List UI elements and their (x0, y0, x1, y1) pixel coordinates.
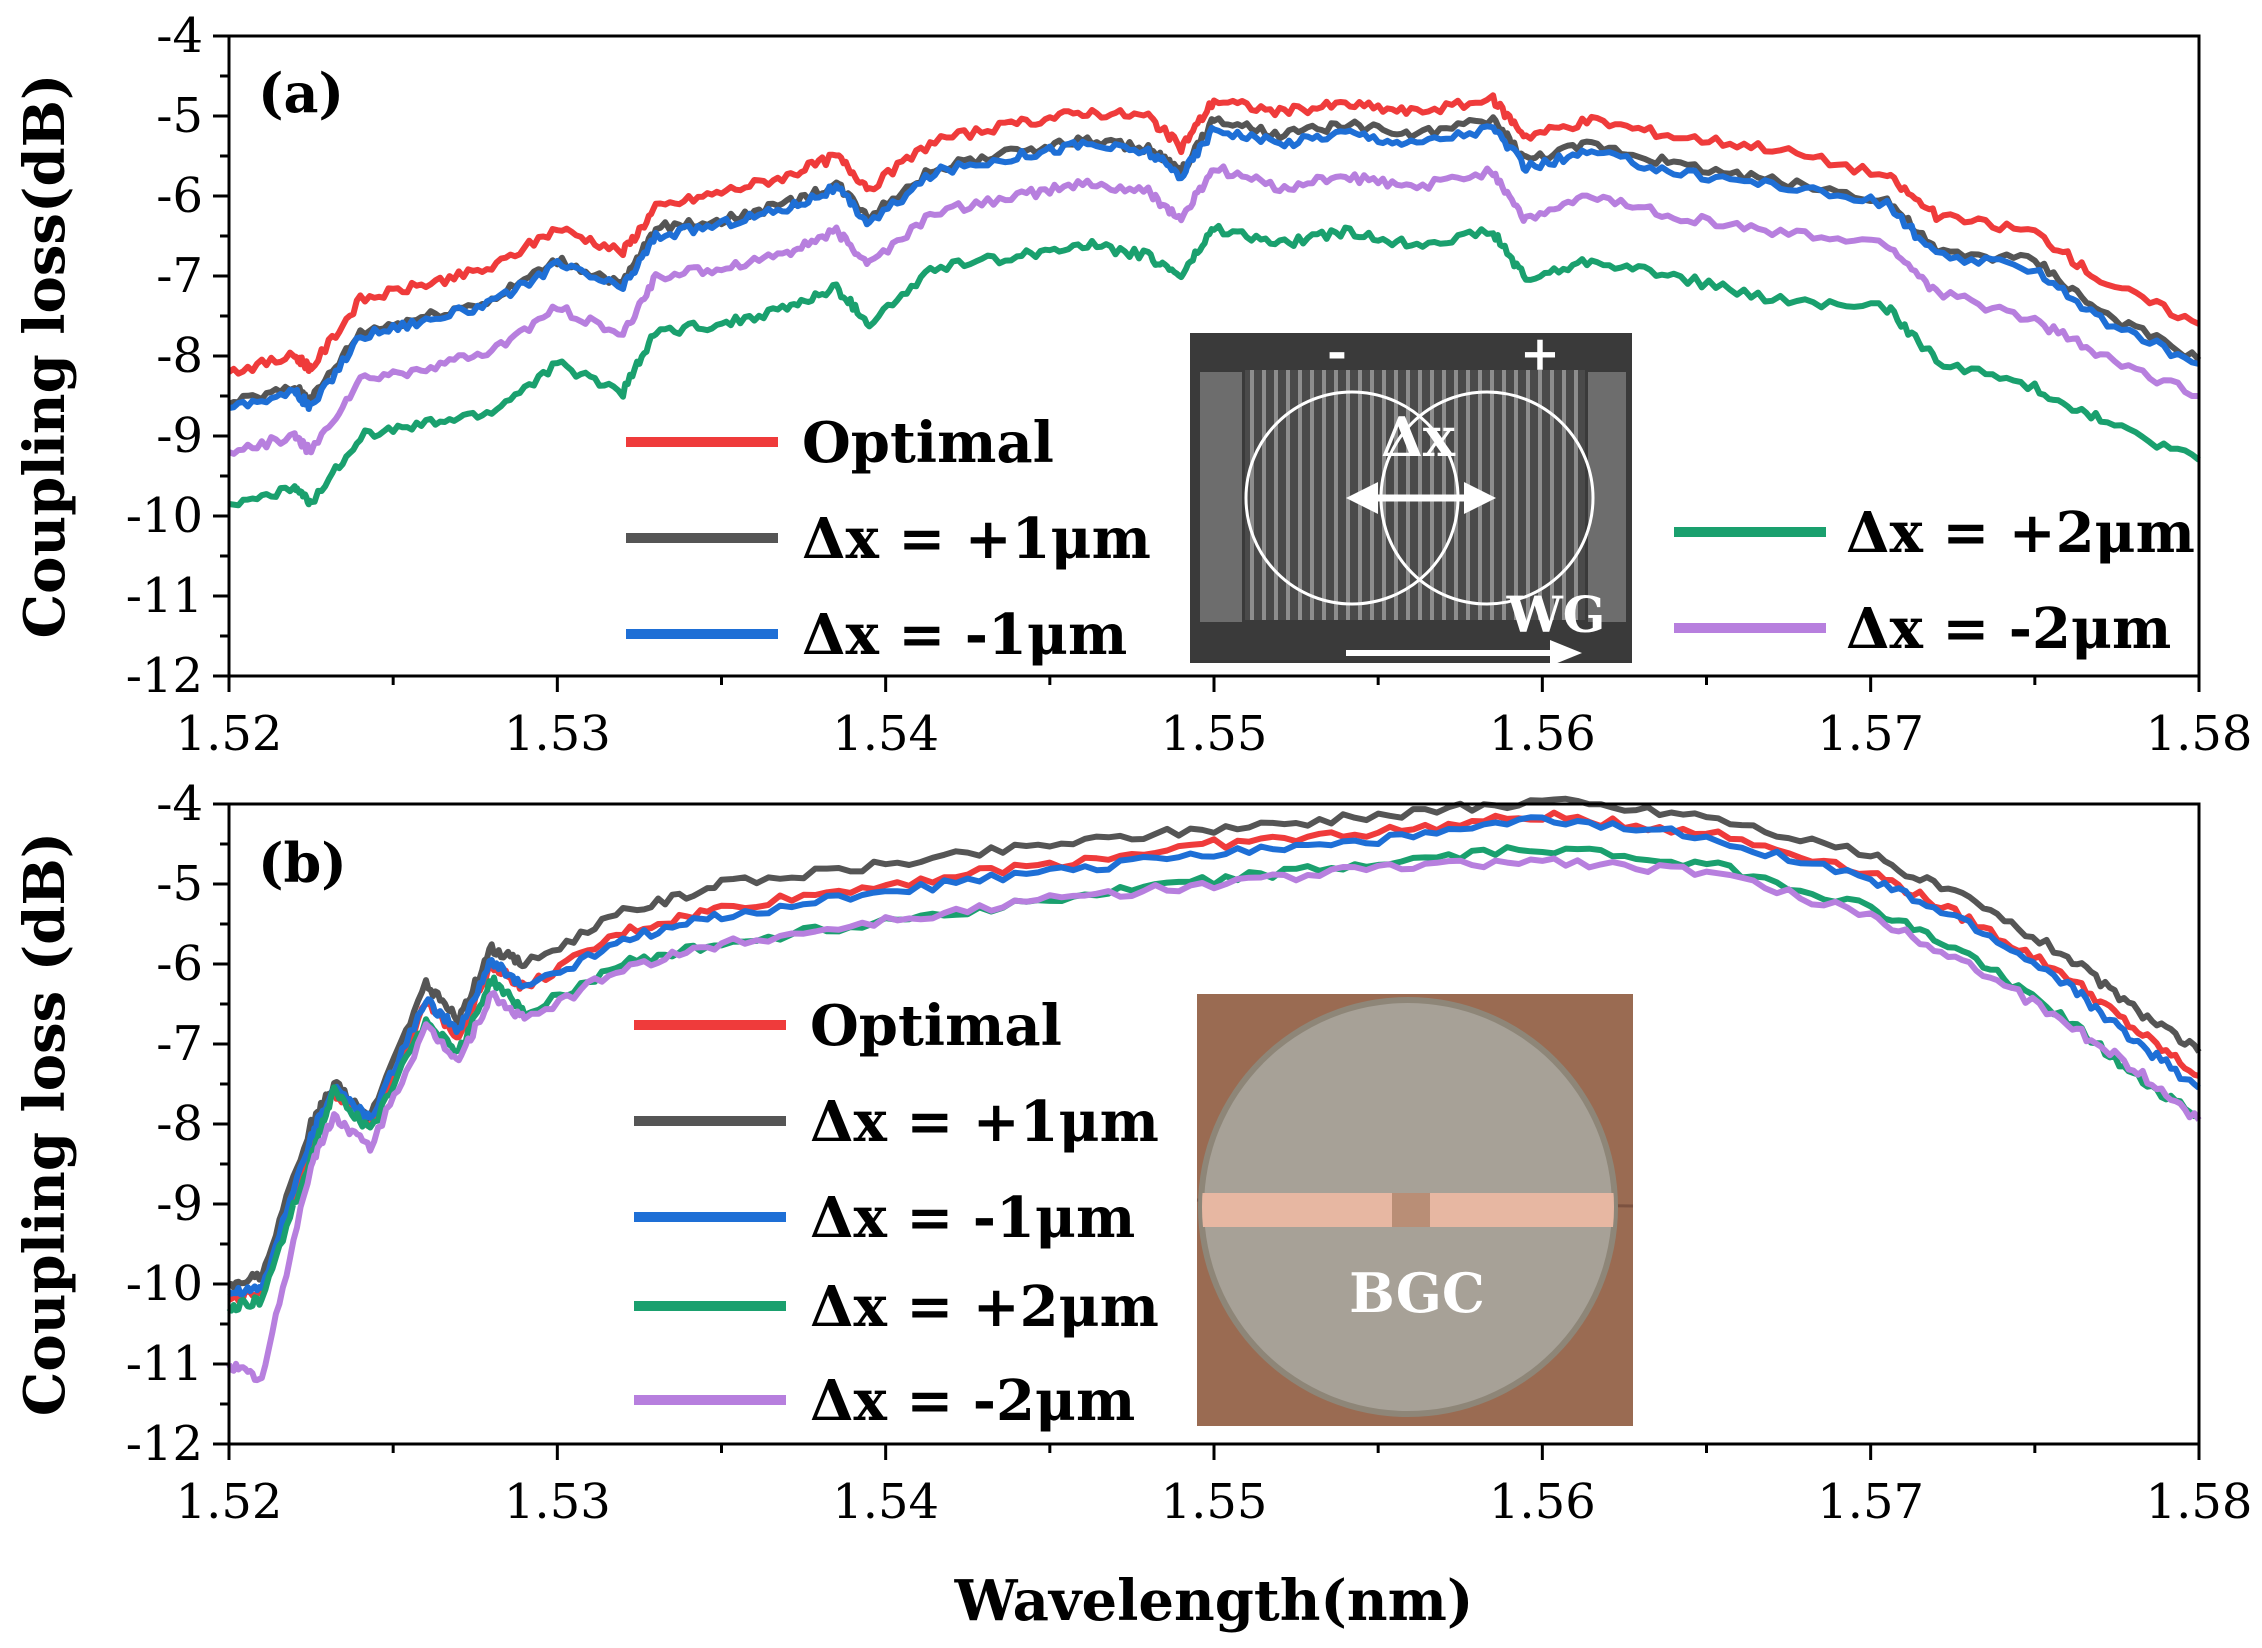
panel-a-series-line-2 (228, 123, 2200, 412)
panel-b-y-ticks: -12 -11 -10 -9 -8 -7 -6 -5 -4 (126, 776, 229, 1472)
panel-a-series-line-4 (227, 163, 2199, 457)
panel-a-y-axis-title: Coupling loss(dB) (12, 74, 78, 639)
bgc-label: BGC (1349, 1261, 1485, 1325)
panel-b-series-lines (226, 795, 2202, 1384)
legend-b-item-plus2: Δx = +2μm (634, 1274, 1159, 1340)
panel-a-x-tick-label: 1.57 (1817, 706, 1924, 762)
panel-b-x-tick-label: 1.57 (1817, 1474, 1924, 1530)
legend-b-label-plus1: Δx = +1μm (810, 1089, 1159, 1155)
panel-a-x-tick-label: 1.56 (1489, 706, 1596, 762)
panel-b-x-tick-label: 1.58 (2146, 1474, 2253, 1530)
panel-a-y-tick-label: -7 (156, 248, 203, 304)
bgc-grating-center (1392, 1193, 1430, 1227)
panel-a-series-line-0 (227, 92, 2201, 377)
panel-b-y-tick-label: -12 (126, 1416, 203, 1472)
panel-a-x-tick-label: 1.58 (2146, 706, 2253, 762)
panel-a-y-ticks: -12 -11 -10 -9 -8 -7 -6 -5 -4 (126, 8, 229, 704)
panel-a-y-tick-label: -11 (126, 568, 203, 624)
sem-left-pad (1200, 372, 1242, 622)
legend-b-item-minus1: Δx = -1μm (634, 1185, 1135, 1251)
sem-wg-label: WG (1506, 585, 1606, 644)
legend-item-minus1: Δx = -1μm (626, 602, 1127, 668)
legend-b-item-minus2: Δx = -2μm (634, 1368, 1135, 1434)
panel-b-y-tick-label: -6 (156, 936, 203, 992)
sem-minus-label: - (1327, 324, 1347, 380)
legend-item-optimal: Optimal (626, 410, 1054, 476)
panel-a-x-ticks: 1.52 1.53 1.54 1.55 1.56 1.57 1.58 (176, 676, 2253, 762)
panel-b-y-tick-label: -4 (156, 776, 203, 832)
legend-b-item-optimal: Optimal (634, 993, 1062, 1059)
panel-b-y-tick-label: -10 (126, 1256, 203, 1312)
panel-b-y-tick-label: -8 (156, 1096, 203, 1152)
panel-a-y-tick-label: -8 (156, 328, 203, 384)
panel-b-y-tick-label: -11 (126, 1336, 203, 1392)
legend-b-label-plus2: Δx = +2μm (810, 1274, 1159, 1340)
panel-a-y-tick-label: -5 (156, 88, 203, 144)
legend-item-minus2: Δx = -2μm (1674, 596, 2171, 662)
panel-a-legend: Optimal Δx = +1μm Δx = -1μm Δx = +2μm Δx… (626, 410, 2195, 668)
panel-b-legend: Optimal Δx = +1μm Δx = -1μm Δx = +2μm Δx… (634, 993, 1159, 1434)
panel-a: 1.52 1.53 1.54 1.55 1.56 1.57 1.58 -12 -11 -10 -9… (12, 8, 2252, 762)
legend-item-plus2: Δx = +2μm (1674, 500, 2195, 566)
panel-a-sem-inset: - + Δx WG (1190, 324, 1632, 663)
legend-label-plus2: Δx = +2μm (1846, 500, 2195, 566)
sem-wg-arrow-head (1550, 640, 1582, 663)
panel-b-y-tick-label: -9 (156, 1176, 203, 1232)
panel-a-y-tick-label: -6 (156, 168, 203, 224)
legend-label-minus1: Δx = -1μm (802, 602, 1127, 668)
panel-b-x-ticks: 1.52 1.53 1.54 1.55 1.56 1.57 1.58 (176, 1444, 2253, 1530)
panel-b-series-line-2 (227, 814, 2201, 1298)
panel-a-y-tick-label: -4 (156, 8, 203, 64)
panel-a-y-tick-label: -9 (156, 408, 203, 464)
sem-dx-arrow-left-head (1346, 482, 1378, 514)
panel-b-y-tick-label: -7 (156, 1016, 203, 1072)
sem-dx-arrow-right-head (1464, 482, 1496, 514)
legend-label-plus1: Δx = +1μm (802, 506, 1151, 572)
panel-a-x-tick-label: 1.54 (832, 706, 939, 762)
panel-a-series-line-3 (228, 222, 2201, 509)
panel-b-y-axis-title: Coupling loss (dB) (12, 832, 78, 1416)
legend-b-label-optimal: Optimal (810, 993, 1062, 1059)
panel-a-x-tick-label: 1.52 (176, 706, 283, 762)
panel-a-y-tick-label: -10 (126, 488, 203, 544)
legend-b-item-plus1: Δx = +1μm (634, 1089, 1159, 1155)
panel-b: 1.52 1.53 1.54 1.55 1.56 1.57 1.58 -12 -11 -10 -9… (12, 776, 2252, 1634)
panel-b-y-tick-label: -5 (156, 856, 203, 912)
panel-b-x-tick-label: 1.56 (1489, 1474, 1596, 1530)
panel-a-x-tick-label: 1.55 (1161, 706, 1268, 762)
panel-a-x-tick-label: 1.53 (504, 706, 611, 762)
legend-b-label-minus2: Δx = -2μm (810, 1368, 1135, 1434)
sem-plus-label: + (1520, 326, 1560, 382)
panel-a-y-tick-label: -12 (126, 648, 203, 704)
panel-b-series-line-4 (226, 855, 2202, 1384)
x-axis-title: Wavelength(nm) (954, 1568, 1474, 1634)
panel-b-bgc-inset: BGC (1196, 994, 1634, 1426)
legend-item-plus1: Δx = +1μm (626, 506, 1151, 572)
legend-label-minus2: Δx = -2μm (1846, 596, 2171, 662)
panel-b-x-tick-label: 1.52 (176, 1474, 283, 1530)
panel-a-series-lines (227, 92, 2202, 509)
legend-b-label-minus1: Δx = -1μm (810, 1185, 1135, 1251)
legend-label-optimal: Optimal (802, 410, 1054, 476)
panel-b-x-tick-label: 1.55 (1161, 1474, 1268, 1530)
panel-b-x-tick-label: 1.53 (504, 1474, 611, 1530)
panel-a-label: (a) (258, 61, 344, 125)
panel-b-x-tick-label: 1.54 (832, 1474, 939, 1530)
panel-b-label: (b) (258, 831, 347, 895)
sem-dx-label: Δx (1381, 405, 1456, 469)
panel-b-series-line-3 (226, 844, 2200, 1314)
